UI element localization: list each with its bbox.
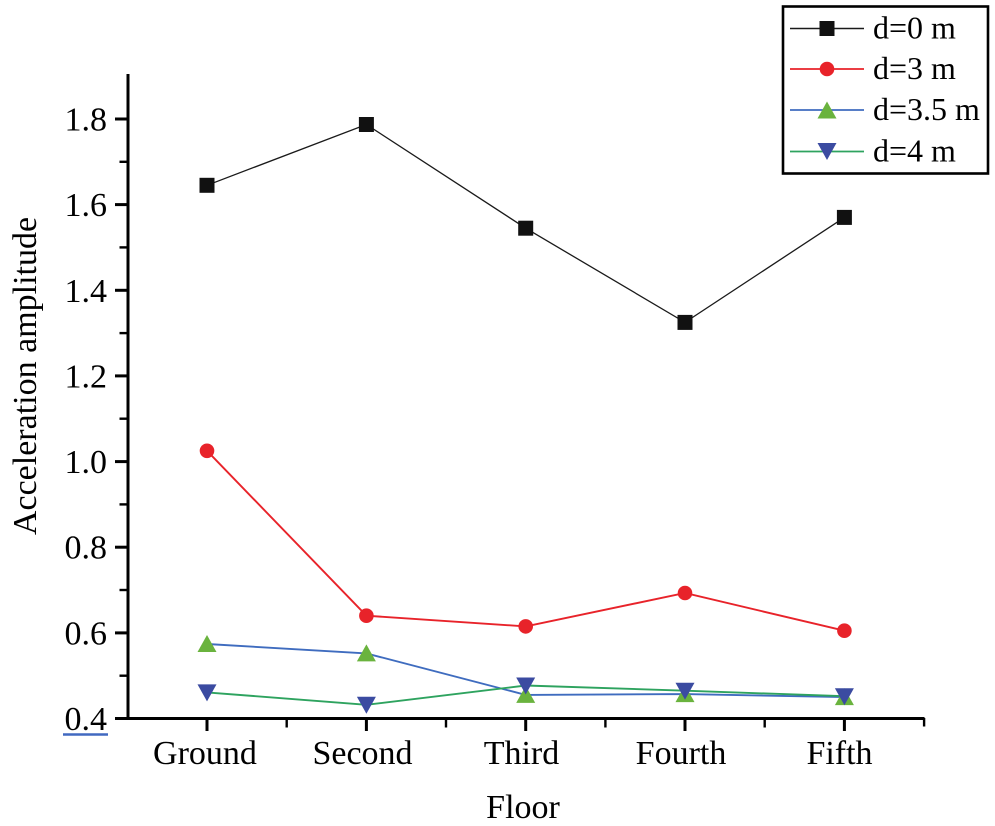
- svg-text:Fourth: Fourth: [636, 735, 727, 772]
- svg-text:Floor: Floor: [486, 789, 560, 826]
- svg-text:0.8: 0.8: [65, 530, 108, 567]
- svg-text:0.6: 0.6: [65, 615, 108, 652]
- svg-text:Second: Second: [312, 735, 412, 772]
- svg-text:1.6: 1.6: [65, 187, 108, 224]
- svg-text:Acceleration amplitude: Acceleration amplitude: [7, 217, 44, 535]
- svg-text:1.0: 1.0: [65, 444, 108, 481]
- svg-text:Third: Third: [484, 735, 560, 772]
- svg-text:d=4 m: d=4 m: [873, 133, 956, 169]
- svg-text:0.4: 0.4: [65, 701, 108, 738]
- svg-text:Fifth: Fifth: [806, 735, 872, 772]
- svg-text:Ground: Ground: [153, 735, 257, 772]
- svg-text:1.4: 1.4: [65, 273, 108, 310]
- svg-text:1.2: 1.2: [65, 358, 108, 395]
- svg-text:d=3.5 m: d=3.5 m: [873, 91, 980, 127]
- svg-text:d=0 m: d=0 m: [873, 10, 956, 46]
- svg-text:d=3 m: d=3 m: [873, 50, 956, 86]
- svg-text:1.8: 1.8: [65, 102, 108, 139]
